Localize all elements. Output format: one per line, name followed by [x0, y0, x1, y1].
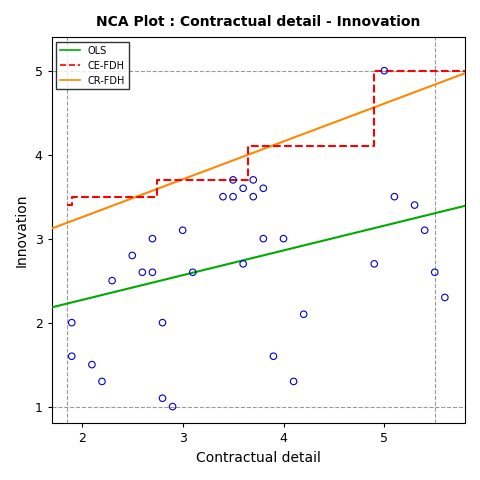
Point — [68, 352, 75, 360]
Point — [149, 235, 156, 242]
Point — [441, 294, 449, 301]
Point — [300, 311, 308, 318]
Y-axis label: Innovation: Innovation — [15, 193, 29, 267]
Point — [431, 268, 439, 276]
Point — [229, 193, 237, 201]
X-axis label: Contractual detail: Contractual detail — [196, 451, 321, 465]
Point — [381, 67, 388, 74]
Point — [149, 268, 156, 276]
Point — [98, 378, 106, 385]
Point — [169, 403, 177, 410]
Legend: OLS, CE-FDH, CR-FDH: OLS, CE-FDH, CR-FDH — [57, 42, 129, 89]
Point — [290, 378, 298, 385]
Point — [139, 268, 146, 276]
Point — [88, 361, 96, 369]
Point — [229, 176, 237, 184]
Point — [421, 227, 429, 234]
Point — [260, 184, 267, 192]
Point — [240, 260, 247, 268]
Point — [219, 193, 227, 201]
Point — [371, 260, 378, 268]
Point — [280, 235, 288, 242]
Point — [129, 252, 136, 259]
Point — [189, 268, 197, 276]
Point — [240, 184, 247, 192]
Point — [108, 277, 116, 285]
Point — [250, 176, 257, 184]
Title: NCA Plot : Contractual detail - Innovation: NCA Plot : Contractual detail - Innovati… — [96, 15, 420, 29]
Point — [270, 352, 277, 360]
Point — [68, 319, 75, 326]
Point — [250, 193, 257, 201]
Point — [159, 319, 167, 326]
Point — [260, 235, 267, 242]
Point — [179, 227, 187, 234]
Point — [391, 193, 398, 201]
Point — [159, 395, 167, 402]
Point — [411, 201, 419, 209]
